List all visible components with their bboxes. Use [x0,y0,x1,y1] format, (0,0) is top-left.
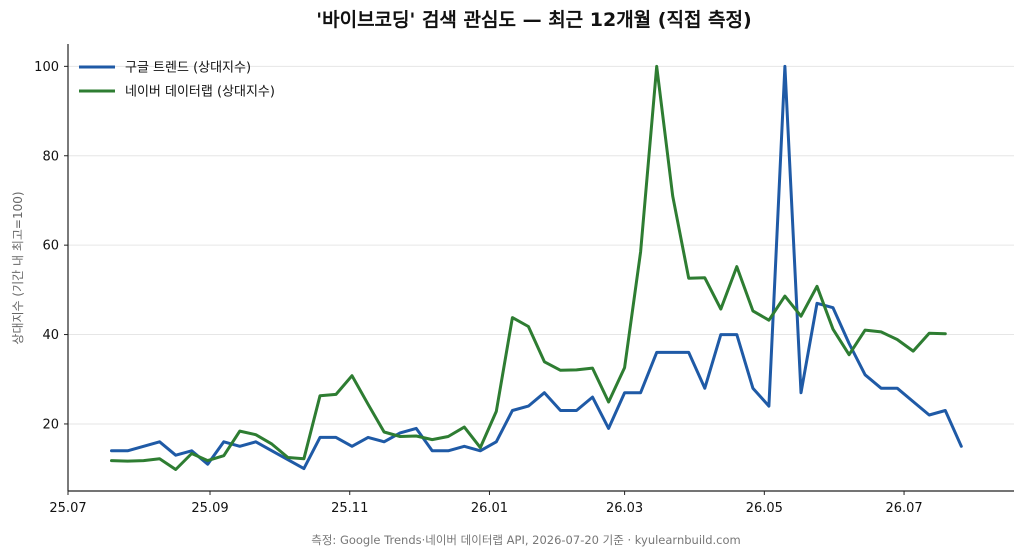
x-tick-label: 26.05 [746,501,783,516]
legend: 구글 트렌드 (상대지수) 네이버 데이터랩 (상대지수) [79,61,275,100]
x-tick-label: 26.01 [471,501,508,516]
x-tick-label: 25.07 [49,501,86,516]
gridlines [68,65,1014,425]
x-tick-label: 25.09 [191,501,228,516]
axes [67,44,1014,492]
x-ticks: 25.07 25.09 25.11 26.01 26.03 26.05 26.07 [49,491,923,516]
chart-title: '바이브코딩' 검색 관심도 — 최근 12개월 (직접 측정) [316,9,751,31]
chart-footer: 측정: Google Trends·네이버 데이터랩 API, 2026-07-… [311,533,740,547]
series-layer [110,64,963,471]
y-ticks: 20 40 60 80 100 [34,60,68,432]
y-axis-label: 상대지수 (기간 내 최고=100) [11,191,25,344]
y-tick-label: 100 [34,60,59,75]
y-tick-label: 60 [42,239,59,254]
x-tick-label: 25.11 [331,501,368,516]
legend-label: 구글 트렌드 (상대지수) [125,61,251,76]
legend-label: 네이버 데이터랩 (상대지수) [125,85,275,100]
series-line-1 [110,64,963,471]
x-tick-label: 26.03 [606,501,643,516]
y-tick-label: 80 [42,149,59,164]
y-tick-label: 40 [42,328,59,343]
series-line-2 [110,64,947,471]
y-tick-label: 20 [42,417,59,432]
x-tick-label: 26.07 [885,501,922,516]
